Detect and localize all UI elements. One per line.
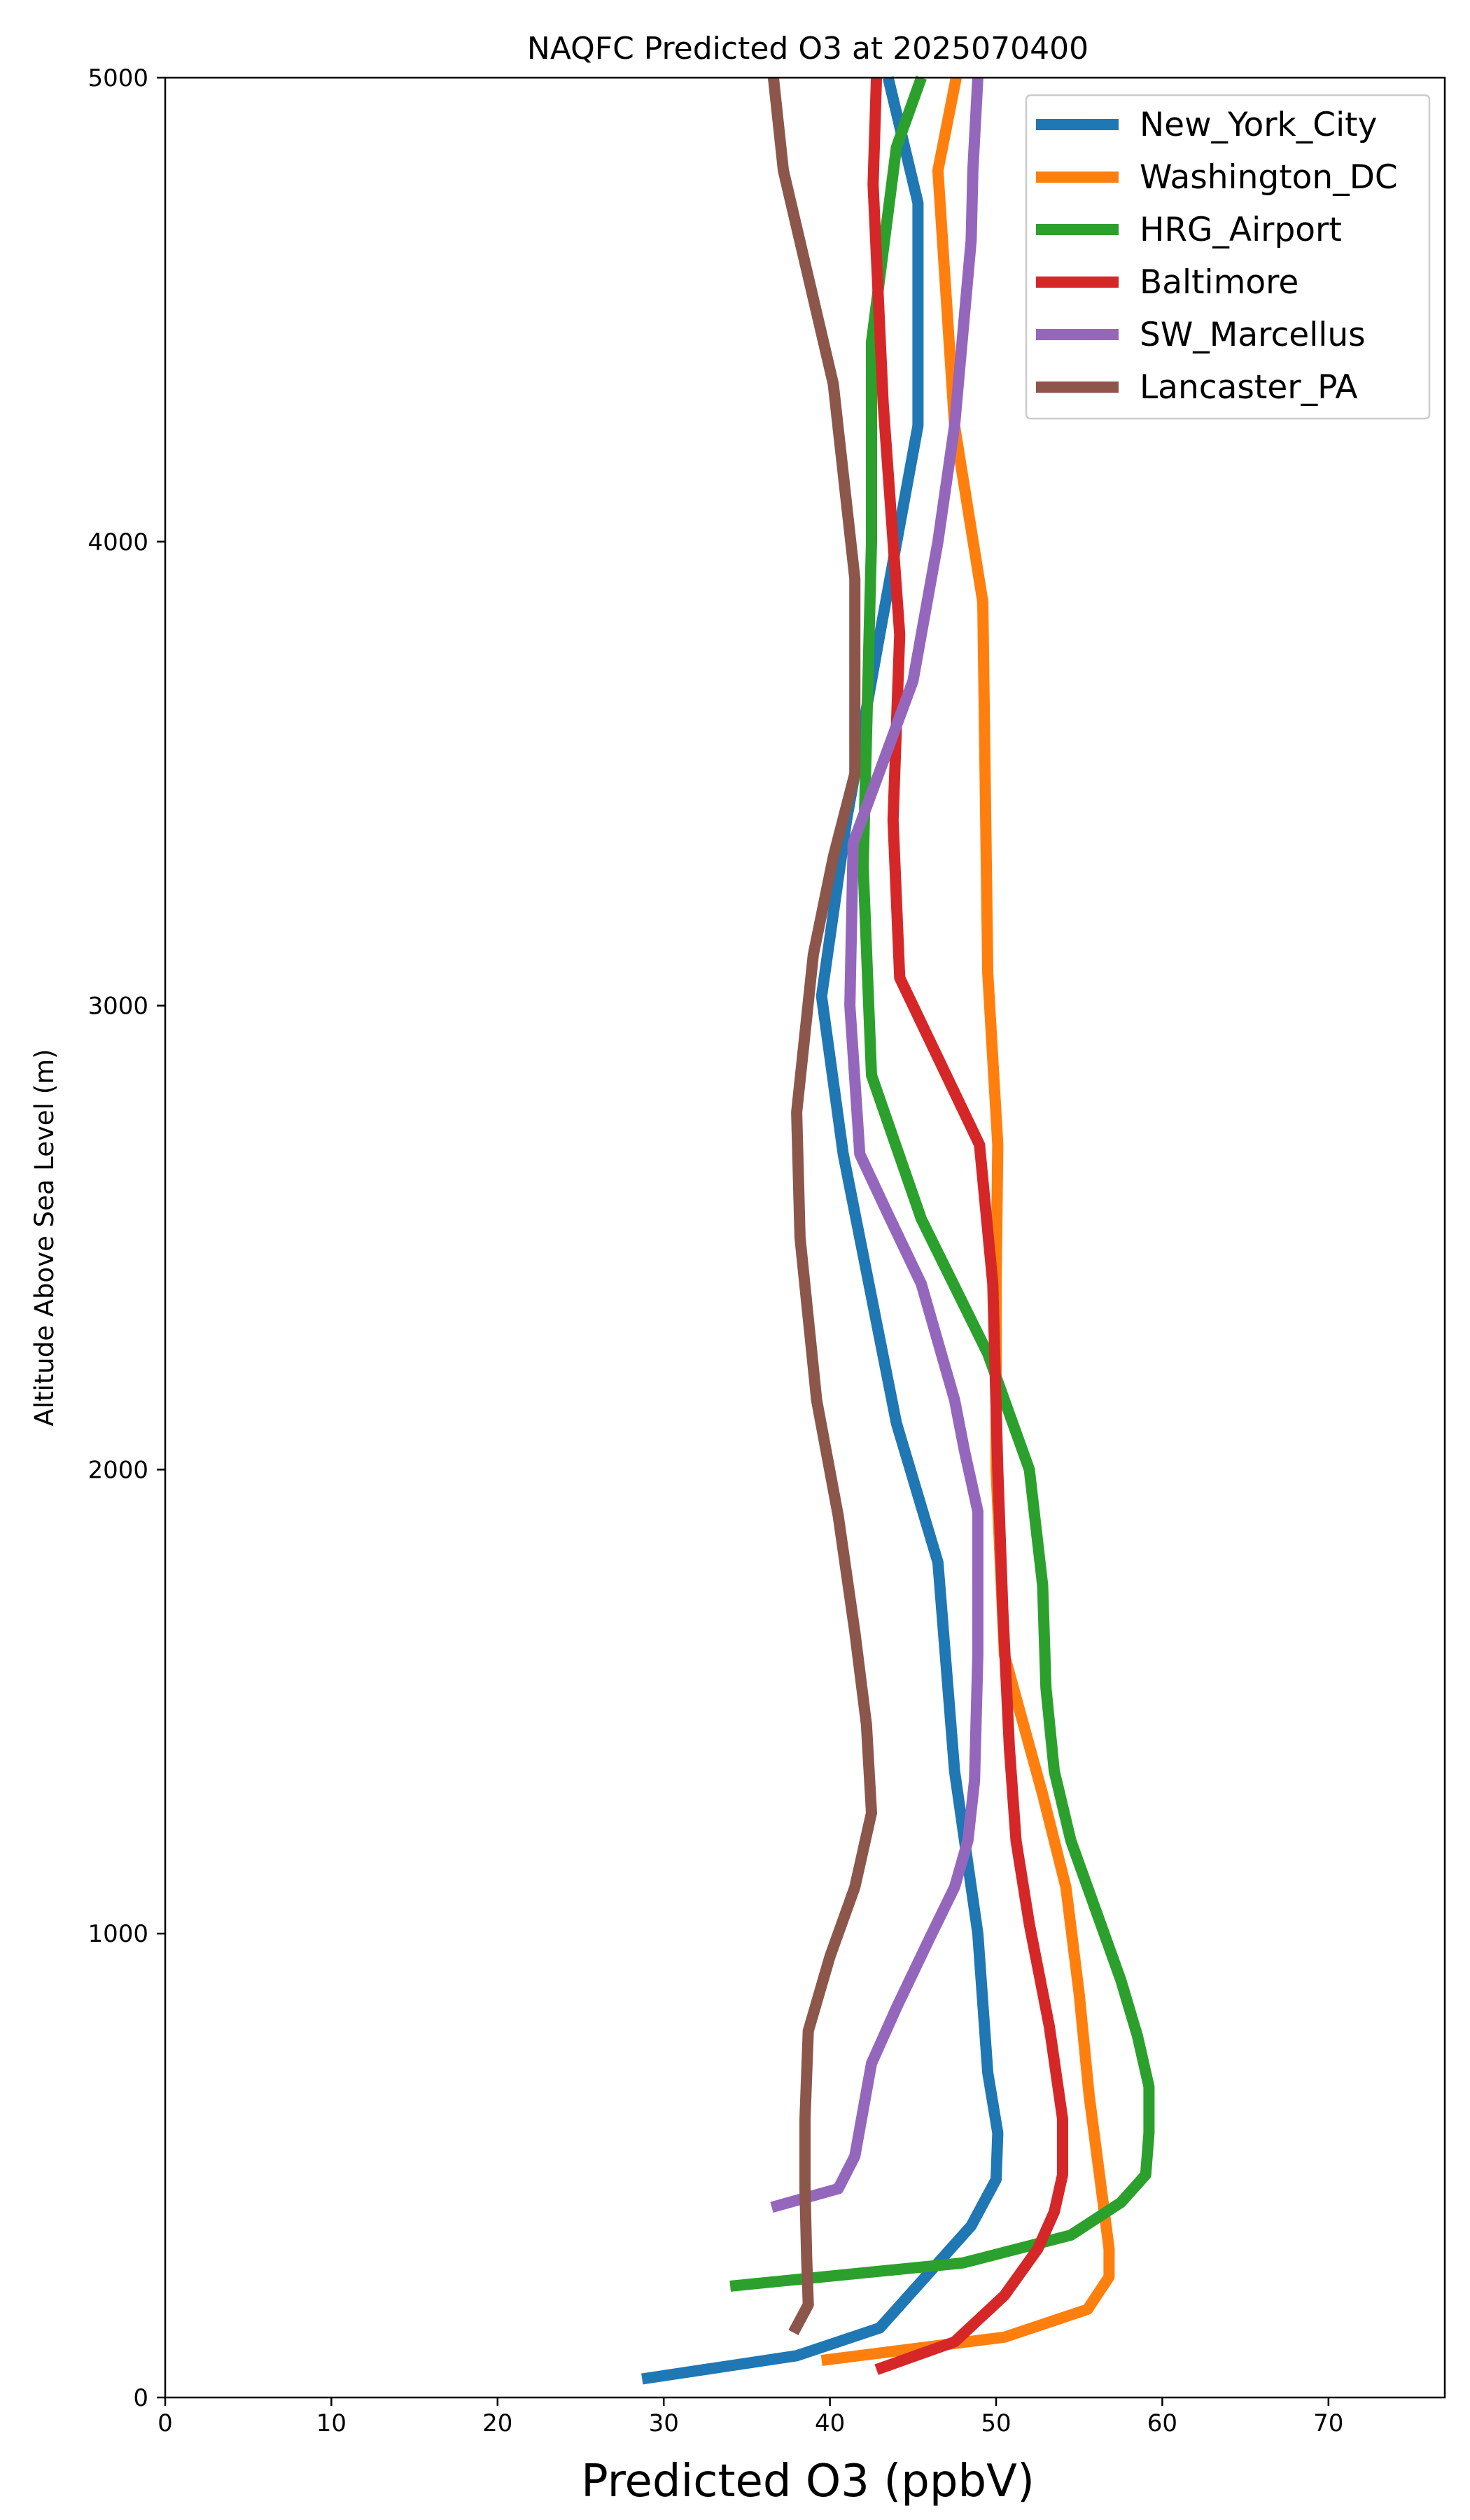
series-layer <box>641 76 1155 2385</box>
legend-label: Baltimore <box>1140 263 1298 302</box>
legend-label: Lancaster_PA <box>1140 368 1358 407</box>
x-axis-label: Predicted O3 (ppbV) <box>581 2456 1035 2507</box>
x-tick-label: 0 <box>158 2409 173 2437</box>
series-line-baltimore <box>867 77 1068 2375</box>
legend-label: Washington_DC <box>1140 158 1398 197</box>
series-line-sw-marcellus <box>770 77 983 2213</box>
series-line-new-york-city <box>641 76 1004 2385</box>
x-tick-label: 10 <box>316 2409 346 2437</box>
x-tick-label: 70 <box>1313 2409 1343 2437</box>
legend-label: New_York_City <box>1140 106 1377 144</box>
y-tick-label: 0 <box>133 2384 148 2412</box>
y-tick-label: 4000 <box>88 528 148 556</box>
y-tick-label: 3000 <box>88 993 148 1021</box>
y-tick-label: 1000 <box>88 1920 148 1948</box>
y-axis: 0 1000 2000 3000 4000 5000 <box>88 64 165 2412</box>
x-tick-label: 40 <box>815 2409 845 2437</box>
x-tick-label: 20 <box>482 2409 512 2437</box>
legend: New_York_City Washington_DC HRG_Airport Bal… <box>1025 94 1431 420</box>
y-tick-label: 2000 <box>88 1456 148 1484</box>
legend-label: HRG_Airport <box>1140 211 1342 249</box>
chart-title: NAQFC Predicted O3 at 2025070400 <box>527 31 1088 66</box>
series-line-hrg-airport <box>729 76 1155 2292</box>
x-tick-label: 30 <box>649 2409 679 2437</box>
y-axis-label: Altitude Above Sea Level (m) <box>29 1049 59 1426</box>
legend-label: SW_Marcellus <box>1140 316 1366 354</box>
x-tick-label: 50 <box>981 2409 1011 2437</box>
x-tick-label: 60 <box>1147 2409 1177 2437</box>
series-line-lancaster-pa <box>767 77 877 2335</box>
y-tick-label: 5000 <box>88 64 148 92</box>
series-line-washington-dc <box>820 76 1115 2366</box>
plot-area-frame <box>164 76 1446 2399</box>
legend-box <box>1025 94 1431 420</box>
x-axis: 0 10 20 30 40 50 60 70 <box>158 2398 1343 2437</box>
